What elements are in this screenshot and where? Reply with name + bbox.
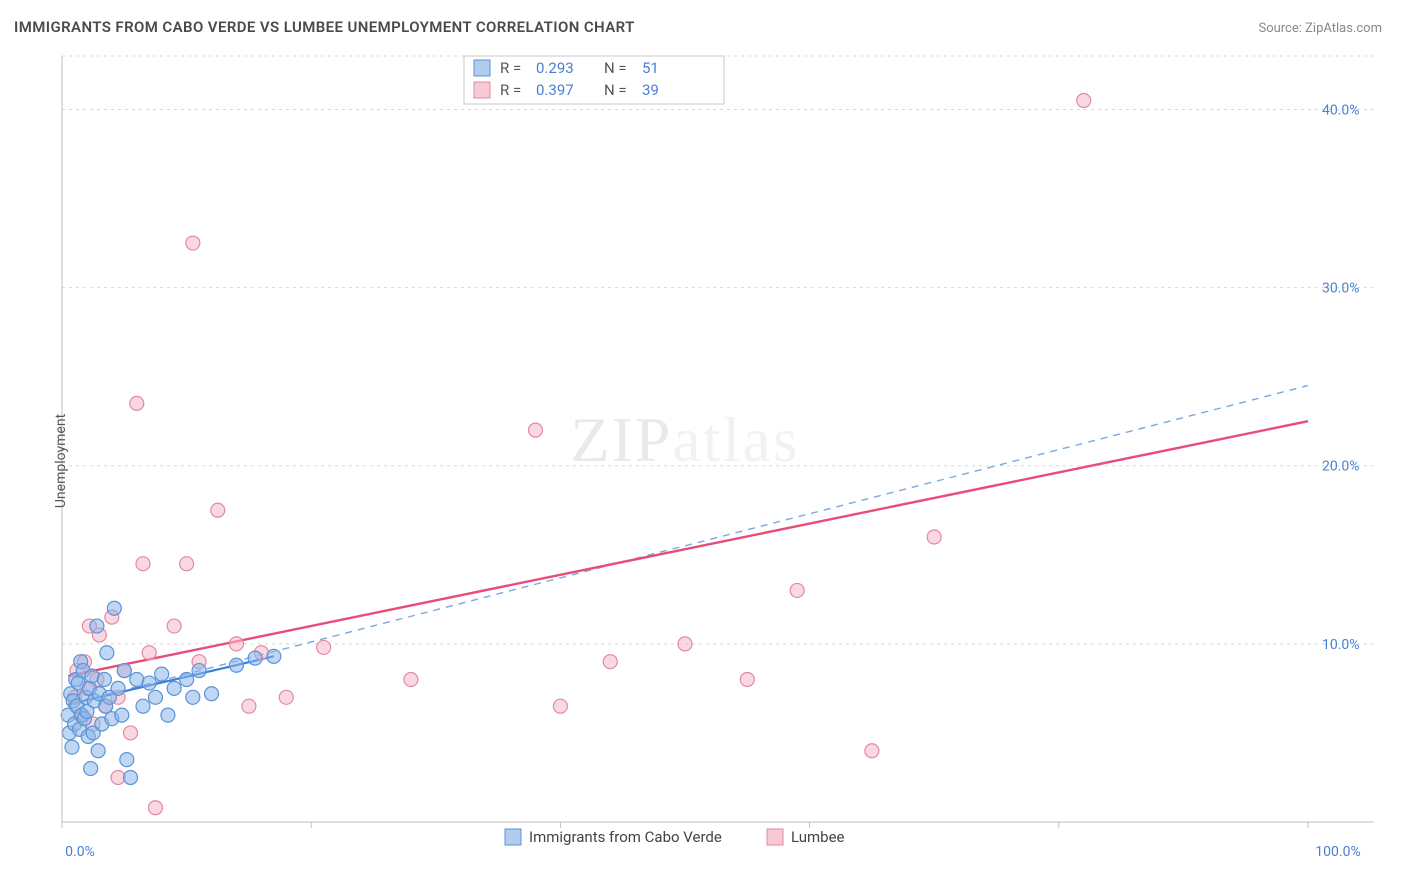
data-point [603, 655, 617, 669]
data-point [136, 699, 150, 713]
data-point [115, 708, 129, 722]
data-point [65, 740, 79, 754]
data-point [130, 396, 144, 410]
data-point [1077, 94, 1091, 108]
source-attribution: Source: ZipAtlas.com [1258, 21, 1382, 36]
data-point [167, 619, 181, 633]
data-point [117, 664, 131, 678]
legend-r-value: 0.293 [536, 59, 574, 77]
data-point [865, 744, 879, 758]
data-point [229, 637, 243, 651]
watermark: ZIPatlas [570, 404, 799, 475]
correlation-scatter-chart: ZIPatlas 0.0% 100.0% 10.0% 20.0% 30.0% 40.0% R … [14, 50, 1392, 872]
data-point [211, 503, 225, 517]
data-point [84, 762, 98, 776]
y-axis-label: Unemployment [53, 414, 69, 508]
data-point [528, 423, 542, 437]
data-point [111, 681, 125, 695]
data-point [267, 649, 281, 663]
data-point [167, 681, 181, 695]
y-tick-label: 30.0% [1322, 281, 1360, 297]
data-point [248, 651, 262, 665]
data-point [279, 690, 293, 704]
data-point [142, 646, 156, 660]
data-point [553, 699, 567, 713]
legend-swatch [474, 60, 490, 76]
source-prefix: Source: [1258, 21, 1305, 36]
legend-n-label: N = [604, 81, 627, 99]
x-tick-label: 100.0% [1315, 844, 1360, 860]
data-point [100, 646, 114, 660]
legend-n-label: N = [604, 59, 627, 77]
legend-swatch [505, 829, 521, 845]
data-point [186, 236, 200, 250]
legend-swatch [767, 829, 783, 845]
legend-n-value: 51 [642, 59, 659, 77]
data-point [678, 637, 692, 651]
data-point [142, 676, 156, 690]
data-point [148, 690, 162, 704]
data-point [155, 667, 169, 681]
data-point [242, 699, 256, 713]
data-point [136, 557, 150, 571]
data-point [404, 672, 418, 686]
legend-swatch [474, 82, 490, 98]
legend-r-label: R = [500, 81, 521, 99]
data-point [161, 708, 175, 722]
legend-n-value: 39 [642, 81, 659, 99]
y-tick-label: 40.0% [1322, 102, 1360, 118]
legend-r-value: 0.397 [536, 81, 574, 99]
legend-r-label: R = [500, 59, 521, 77]
data-point [107, 601, 121, 615]
data-point [124, 770, 138, 784]
data-point [192, 664, 206, 678]
data-point [148, 801, 162, 815]
chart-title: IMMIGRANTS FROM CABO VERDE VS LUMBEE UNE… [14, 18, 635, 36]
data-point [740, 672, 754, 686]
data-point [85, 669, 99, 683]
data-point [130, 672, 144, 686]
data-point [317, 640, 331, 654]
data-point [90, 619, 104, 633]
data-point [120, 753, 134, 767]
legend-series-label: Immigrants from Cabo Verde [529, 828, 722, 846]
data-point [229, 658, 243, 672]
data-point [927, 530, 941, 544]
y-tick-label: 20.0% [1322, 459, 1360, 475]
data-point [91, 744, 105, 758]
data-point [180, 672, 194, 686]
data-point [124, 726, 138, 740]
data-point [205, 687, 219, 701]
data-point [186, 690, 200, 704]
data-point [790, 583, 804, 597]
data-point [180, 557, 194, 571]
y-tick-label: 10.0% [1322, 637, 1360, 653]
legend-series-label: Lumbee [791, 828, 845, 846]
source-link[interactable]: ZipAtlas.com [1305, 21, 1382, 36]
x-tick-label: 0.0% [65, 844, 95, 860]
data-point [97, 672, 111, 686]
